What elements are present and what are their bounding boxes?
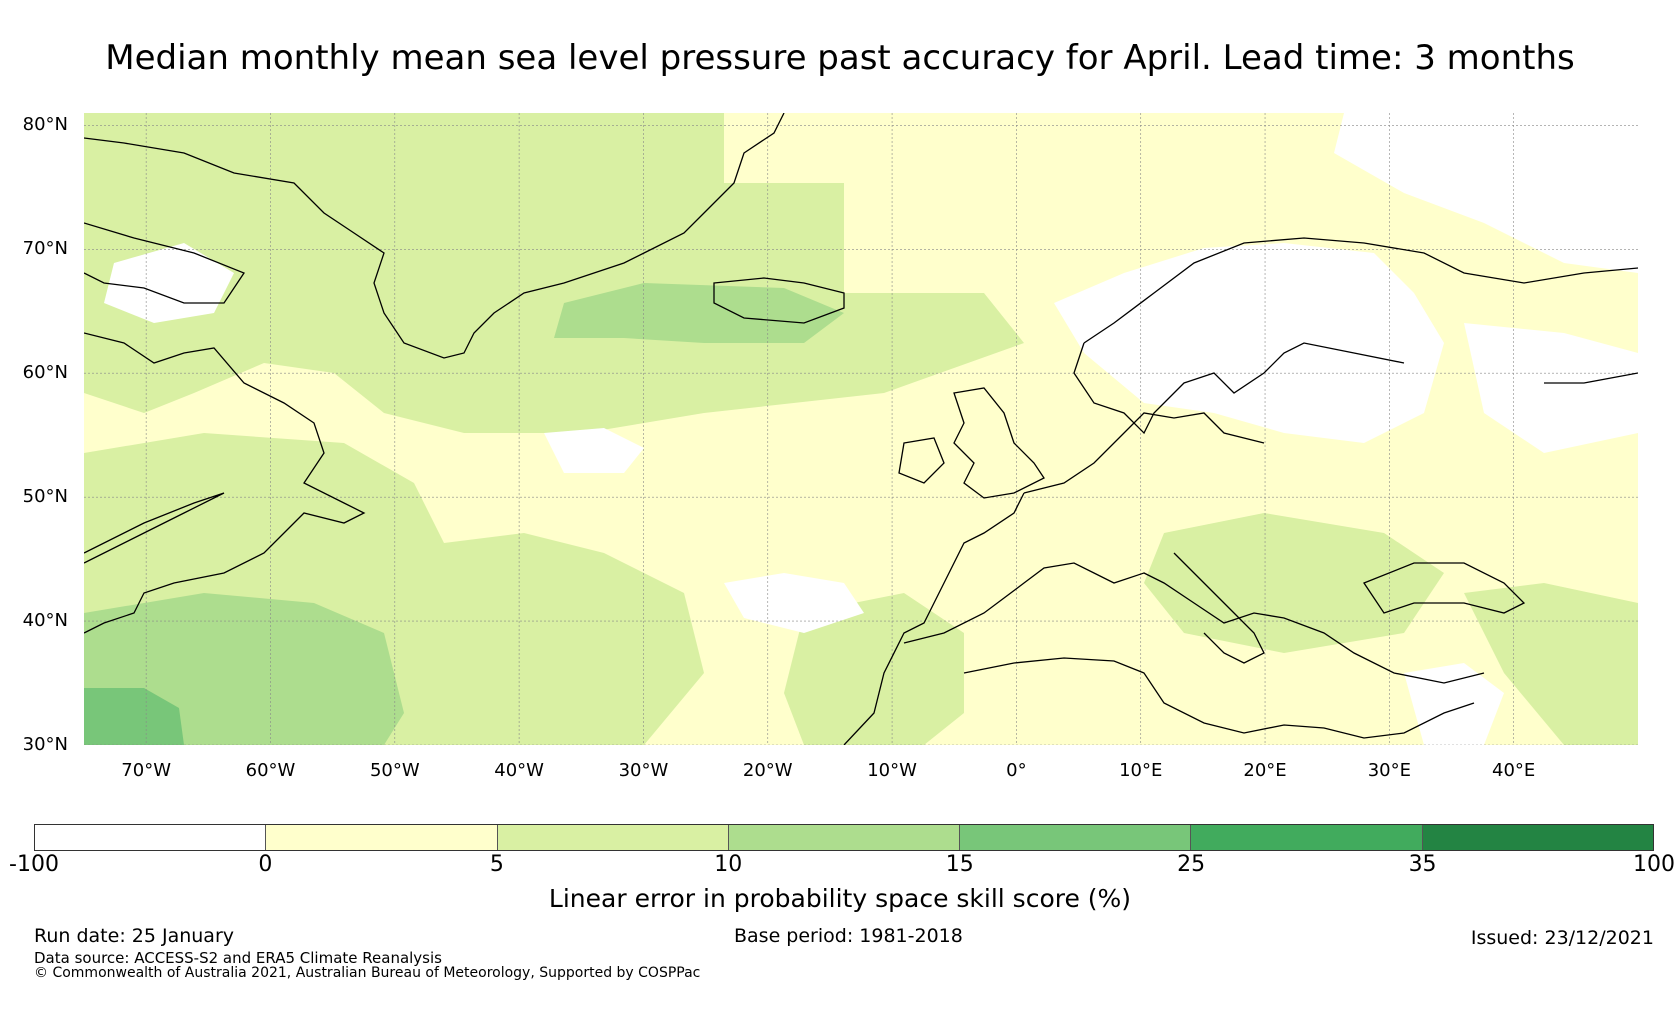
issued-date: Issued: 23/12/2021 [1470, 927, 1654, 949]
colorbar-label: Linear error in probability space skill … [548, 884, 1132, 913]
longitude-label: 40°W [494, 760, 544, 781]
map-panel [84, 113, 1638, 745]
longitude-label: 30°W [618, 760, 669, 781]
copyright: © Commonwealth of Australia 2021, Austra… [34, 965, 701, 981]
longitude-label: 50°W [369, 760, 420, 781]
colorbar-tick-label: -100 [9, 852, 59, 877]
latitude-label: 80°N [22, 114, 68, 136]
data-source: Data source: ACCESS-S2 and ERA5 Climate … [34, 949, 442, 967]
map-graticule [84, 113, 1638, 745]
longitude-label: 10°W [867, 760, 917, 781]
base-period: Base period: 1981-2018 [734, 925, 963, 947]
skill-zone-balkans [1144, 513, 1444, 653]
longitude-label: 60°W [245, 760, 296, 781]
longitude-label: 0° [1006, 760, 1027, 781]
latitude-label: 40°N [22, 610, 68, 632]
skill-zone-labrador [84, 113, 1024, 433]
latitude-label: 30°N [22, 734, 68, 755]
colorbar-segment [728, 825, 961, 850]
skill-zone-arctic [1334, 113, 1638, 273]
skill-zone-mid-east [1464, 583, 1638, 745]
skill-zone-iceland [554, 283, 844, 343]
colorbar-segment [960, 825, 1192, 850]
colorbar-tick-label: 5 [489, 852, 504, 877]
skill-zone-atlantic-white [544, 428, 644, 473]
longitude-label: 20°E [1243, 760, 1287, 781]
colorbar-segment [1191, 825, 1423, 850]
skill-zones [84, 113, 1638, 745]
run-date: Run date: 25 January [34, 925, 235, 947]
skill-zone-turkey-white [1404, 663, 1504, 745]
map-title: Median monthly mean sea level pressure p… [105, 38, 1575, 78]
skill-zone-mid-atlantic [784, 593, 964, 745]
skill-zone-azores-white [724, 573, 864, 633]
colorbar-tick-label: 35 [1408, 852, 1437, 877]
skill-score-map [84, 113, 1638, 745]
skill-zone-scandinavia [1054, 243, 1444, 443]
colorbar-tick-label: 100 [1633, 852, 1675, 877]
colorbar-segment [1422, 825, 1653, 850]
colorbar-tick-label: 0 [258, 852, 273, 877]
coastlines [84, 113, 1638, 745]
longitude-label: 40°E [1492, 760, 1536, 781]
latitude-label: 60°N [22, 362, 68, 384]
colorbar-tick-label: 10 [714, 852, 743, 877]
longitude-label: 70°W [121, 760, 172, 781]
colorbar-tick-label: 25 [1177, 852, 1206, 877]
skill-zone-russia [1464, 323, 1638, 453]
longitude-label: 20°W [742, 760, 793, 781]
skill-zone-sw-corner [84, 688, 184, 745]
colorbar-tick-label: 15 [945, 852, 974, 877]
longitude-label: 30°E [1367, 760, 1411, 781]
longitude-label: 10°E [1119, 760, 1163, 781]
colorbar-segment [35, 825, 267, 850]
latitude-label: 50°N [22, 486, 68, 508]
colorbar [34, 824, 1654, 851]
latitude-label: 70°N [22, 238, 68, 260]
colorbar-segment [266, 825, 498, 850]
colorbar-segment [497, 825, 729, 850]
